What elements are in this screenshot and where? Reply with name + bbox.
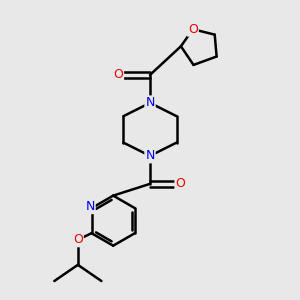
Text: O: O bbox=[73, 233, 83, 246]
Text: N: N bbox=[145, 149, 155, 162]
Text: O: O bbox=[113, 68, 123, 81]
Text: N: N bbox=[85, 200, 95, 213]
Text: O: O bbox=[176, 177, 185, 190]
Text: O: O bbox=[188, 23, 198, 36]
Text: N: N bbox=[145, 96, 155, 110]
